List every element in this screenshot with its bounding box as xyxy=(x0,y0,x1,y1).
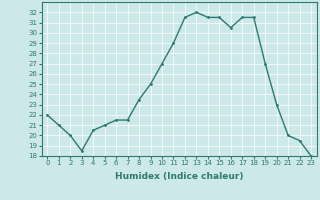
X-axis label: Humidex (Indice chaleur): Humidex (Indice chaleur) xyxy=(115,172,244,181)
